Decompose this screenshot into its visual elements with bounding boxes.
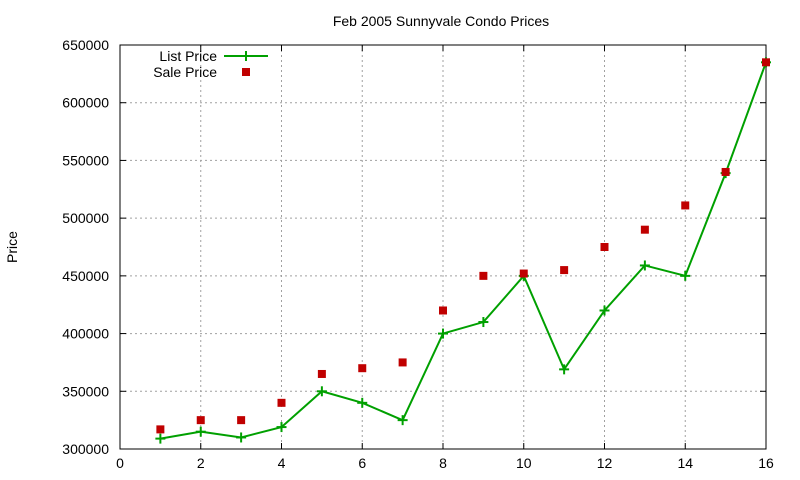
series-layer <box>155 57 771 444</box>
sale-price-point <box>398 358 407 367</box>
y-tick-label: 450000 <box>62 268 109 284</box>
sale-price-point <box>560 266 569 275</box>
list-price-point <box>241 51 251 61</box>
sale-price-point <box>277 398 286 407</box>
sale-price-point <box>196 416 205 425</box>
x-tick-label: 10 <box>516 455 532 471</box>
list-price-point <box>397 415 408 426</box>
list-price-point <box>639 260 650 271</box>
x-tick-label: 0 <box>116 455 124 471</box>
legend-label: Sale Price <box>153 64 217 80</box>
x-tick-label: 16 <box>758 455 774 471</box>
x-tick-label: 2 <box>197 455 205 471</box>
list-price-point <box>276 422 287 433</box>
legend-label: List Price <box>159 48 217 64</box>
sale-price-point <box>237 416 246 425</box>
y-tick-label: 350000 <box>62 383 109 399</box>
x-tick-label: 14 <box>677 455 693 471</box>
sale-price-point <box>721 167 730 176</box>
list-price-line <box>160 61 767 440</box>
list-price-point <box>599 305 610 316</box>
list-price-point <box>438 328 448 339</box>
sale-price-point <box>600 243 609 251</box>
sale-price-point <box>317 369 326 378</box>
list-price-point <box>195 426 206 437</box>
sale-price-point <box>156 425 165 434</box>
y-tick-label: 400000 <box>62 326 109 342</box>
list-price-point <box>680 270 691 281</box>
y-tick-label: 650000 <box>62 37 109 53</box>
sale-price-point <box>519 269 528 278</box>
legend-swatch-square <box>242 68 250 76</box>
y-tick-label: 600000 <box>62 95 109 111</box>
sale-price-point <box>479 271 488 280</box>
list-price-point <box>357 397 368 408</box>
x-tick-label: 8 <box>439 455 447 471</box>
axis-ticks: 0 2 4 6 8 10 12 14 16 300000 350000 400000 450000 500… <box>62 37 774 471</box>
list-price-point <box>155 433 166 444</box>
sale-price-point <box>439 306 447 315</box>
y-tick-label: 500000 <box>62 210 109 226</box>
sale-price-point <box>358 364 367 373</box>
y-tick-label: 550000 <box>62 152 109 168</box>
list-price-point <box>316 386 327 397</box>
x-tick-label: 4 <box>278 455 286 471</box>
sale-price-point <box>640 225 649 234</box>
list-price-point <box>478 317 489 328</box>
sale-price-point <box>681 201 690 210</box>
list-price-point <box>236 432 247 443</box>
y-tick-label: 300000 <box>62 441 109 457</box>
sale-price-point <box>762 58 770 67</box>
x-tick-label: 6 <box>358 455 366 471</box>
y-axis-label: Price <box>4 231 20 263</box>
x-tick-label: 12 <box>597 455 613 471</box>
list-price-point <box>559 364 570 375</box>
chart-title: Feb 2005 Sunnyvale Condo Prices <box>333 13 549 29</box>
